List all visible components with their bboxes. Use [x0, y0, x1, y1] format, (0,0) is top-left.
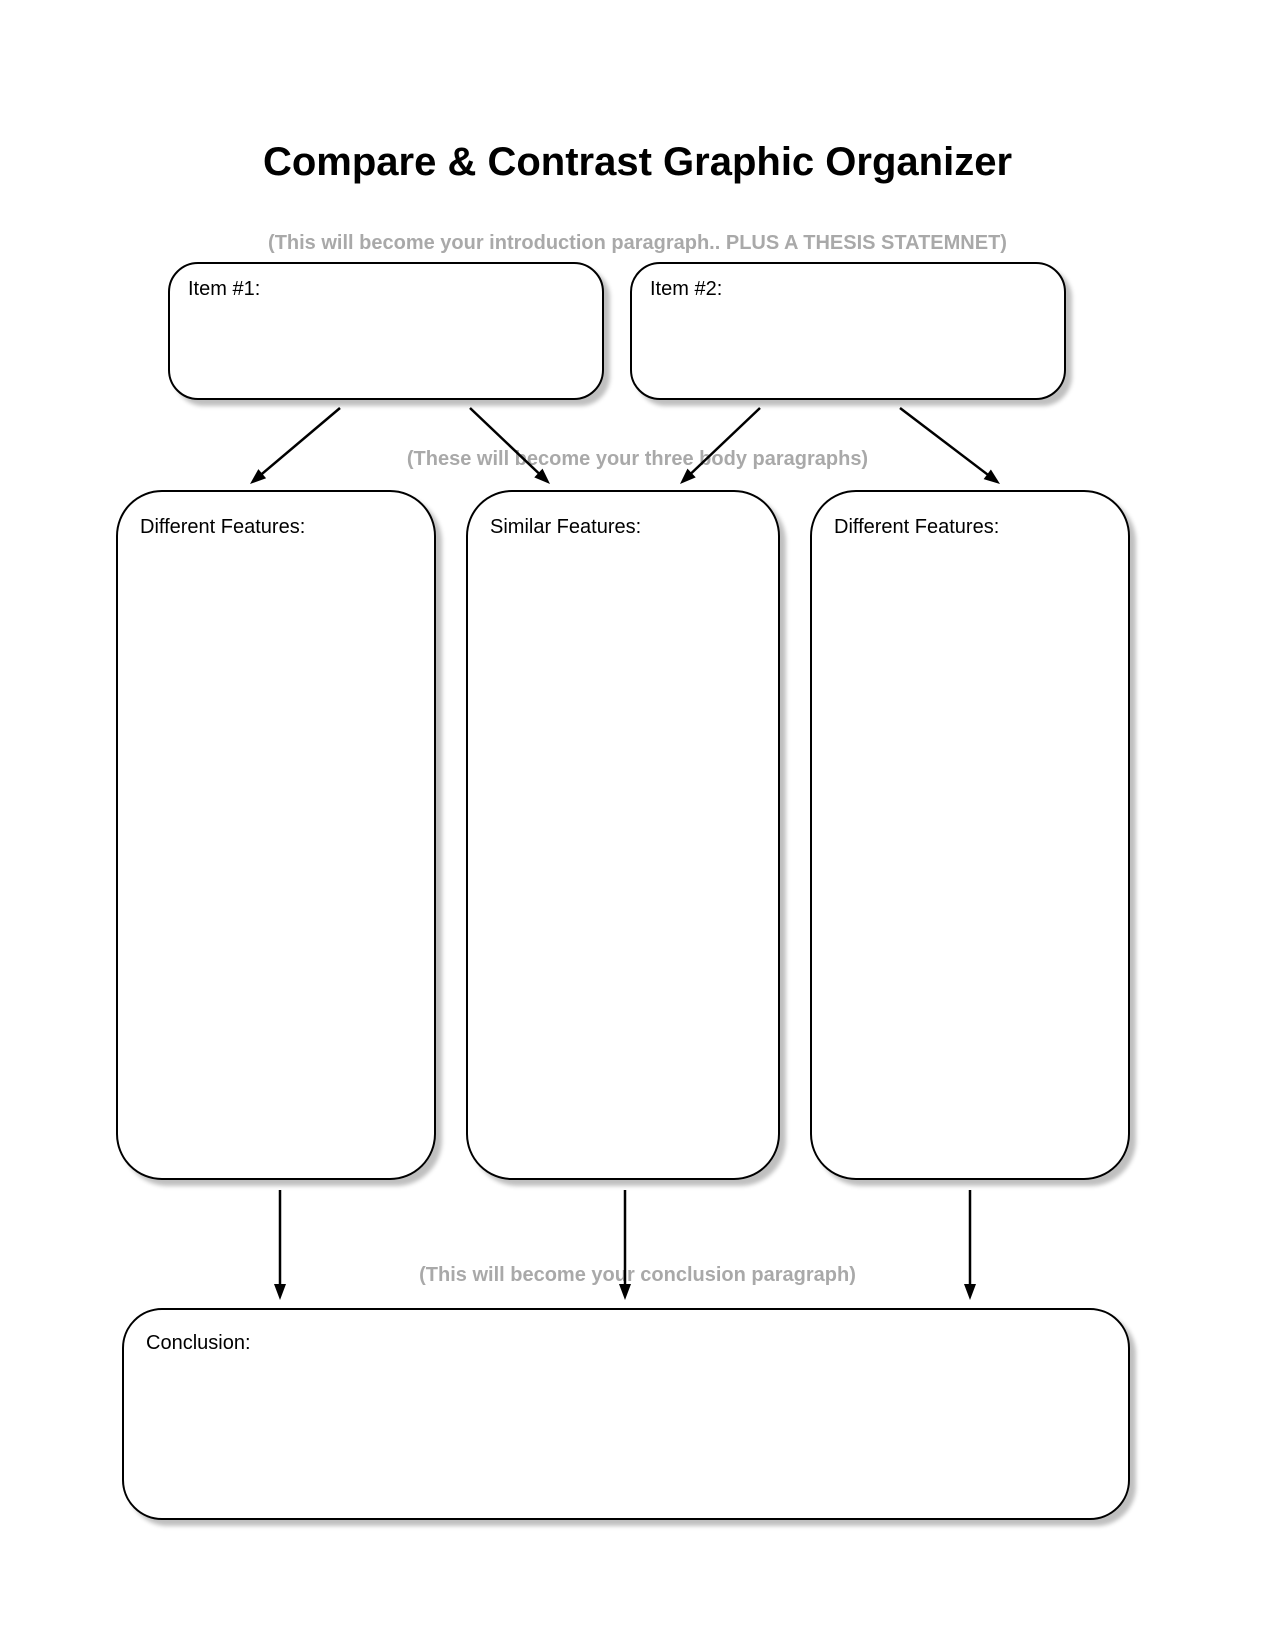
- subtitle-conclusion: (This will become your conclusion paragr…: [0, 1264, 1275, 1287]
- worksheet-page: Compare & Contrast Graphic Organizer (Th…: [0, 0, 1275, 1650]
- box-item-1: Item #1:: [168, 262, 604, 400]
- box-different-2: Different Features:: [810, 490, 1130, 1180]
- box-similar-label: Similar Features:: [490, 516, 641, 539]
- box-item-2: Item #2:: [630, 262, 1066, 400]
- box-different-1: Different Features:: [116, 490, 436, 1180]
- box-similar: Similar Features:: [466, 490, 780, 1180]
- box-conclusion: Conclusion:: [122, 1308, 1130, 1520]
- page-title: Compare & Contrast Graphic Organizer: [0, 140, 1275, 185]
- box-item-1-label: Item #1:: [188, 278, 260, 301]
- subtitle-body: (These will become your three body parag…: [0, 448, 1275, 471]
- box-different-2-label: Different Features:: [834, 516, 999, 539]
- subtitle-intro: (This will become your introduction para…: [0, 232, 1275, 255]
- box-item-2-label: Item #2:: [650, 278, 722, 301]
- box-conclusion-label: Conclusion:: [146, 1332, 251, 1355]
- box-different-1-label: Different Features:: [140, 516, 305, 539]
